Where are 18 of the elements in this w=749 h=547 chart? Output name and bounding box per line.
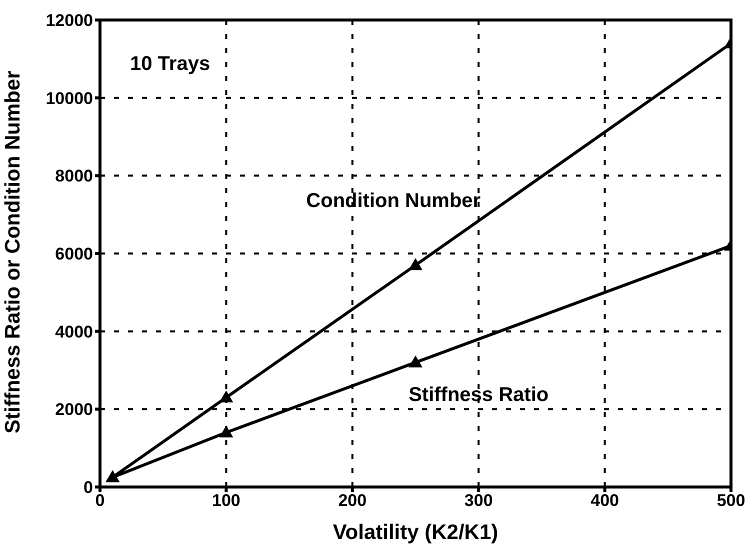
x-tick-label: 400 xyxy=(590,491,619,510)
x-axis-title: Volatility (K2/K1) xyxy=(332,521,498,544)
y-axis-title: Stiffness Ratio or Condition Number xyxy=(1,70,24,434)
y-tick-label: 12000 xyxy=(46,11,93,30)
annotation: 10 Trays xyxy=(130,53,210,75)
x-tick-label: 200 xyxy=(338,491,367,510)
y-tick-label: 6000 xyxy=(55,244,93,264)
y-tick-label: 8000 xyxy=(55,166,93,186)
series-label: Condition Number xyxy=(306,190,481,212)
y-tick-label: 2000 xyxy=(55,400,93,420)
series-label: Stiffness Ratio xyxy=(408,384,549,406)
y-tick-label: 4000 xyxy=(55,322,93,342)
y-tick-label: 0 xyxy=(84,478,93,498)
x-tick-label: 500 xyxy=(716,491,746,510)
x-tick-label: 0 xyxy=(95,491,105,510)
y-tick-label: 10000 xyxy=(46,88,93,108)
x-tick-label: 100 xyxy=(212,491,240,510)
x-tick-label: 300 xyxy=(464,491,493,510)
